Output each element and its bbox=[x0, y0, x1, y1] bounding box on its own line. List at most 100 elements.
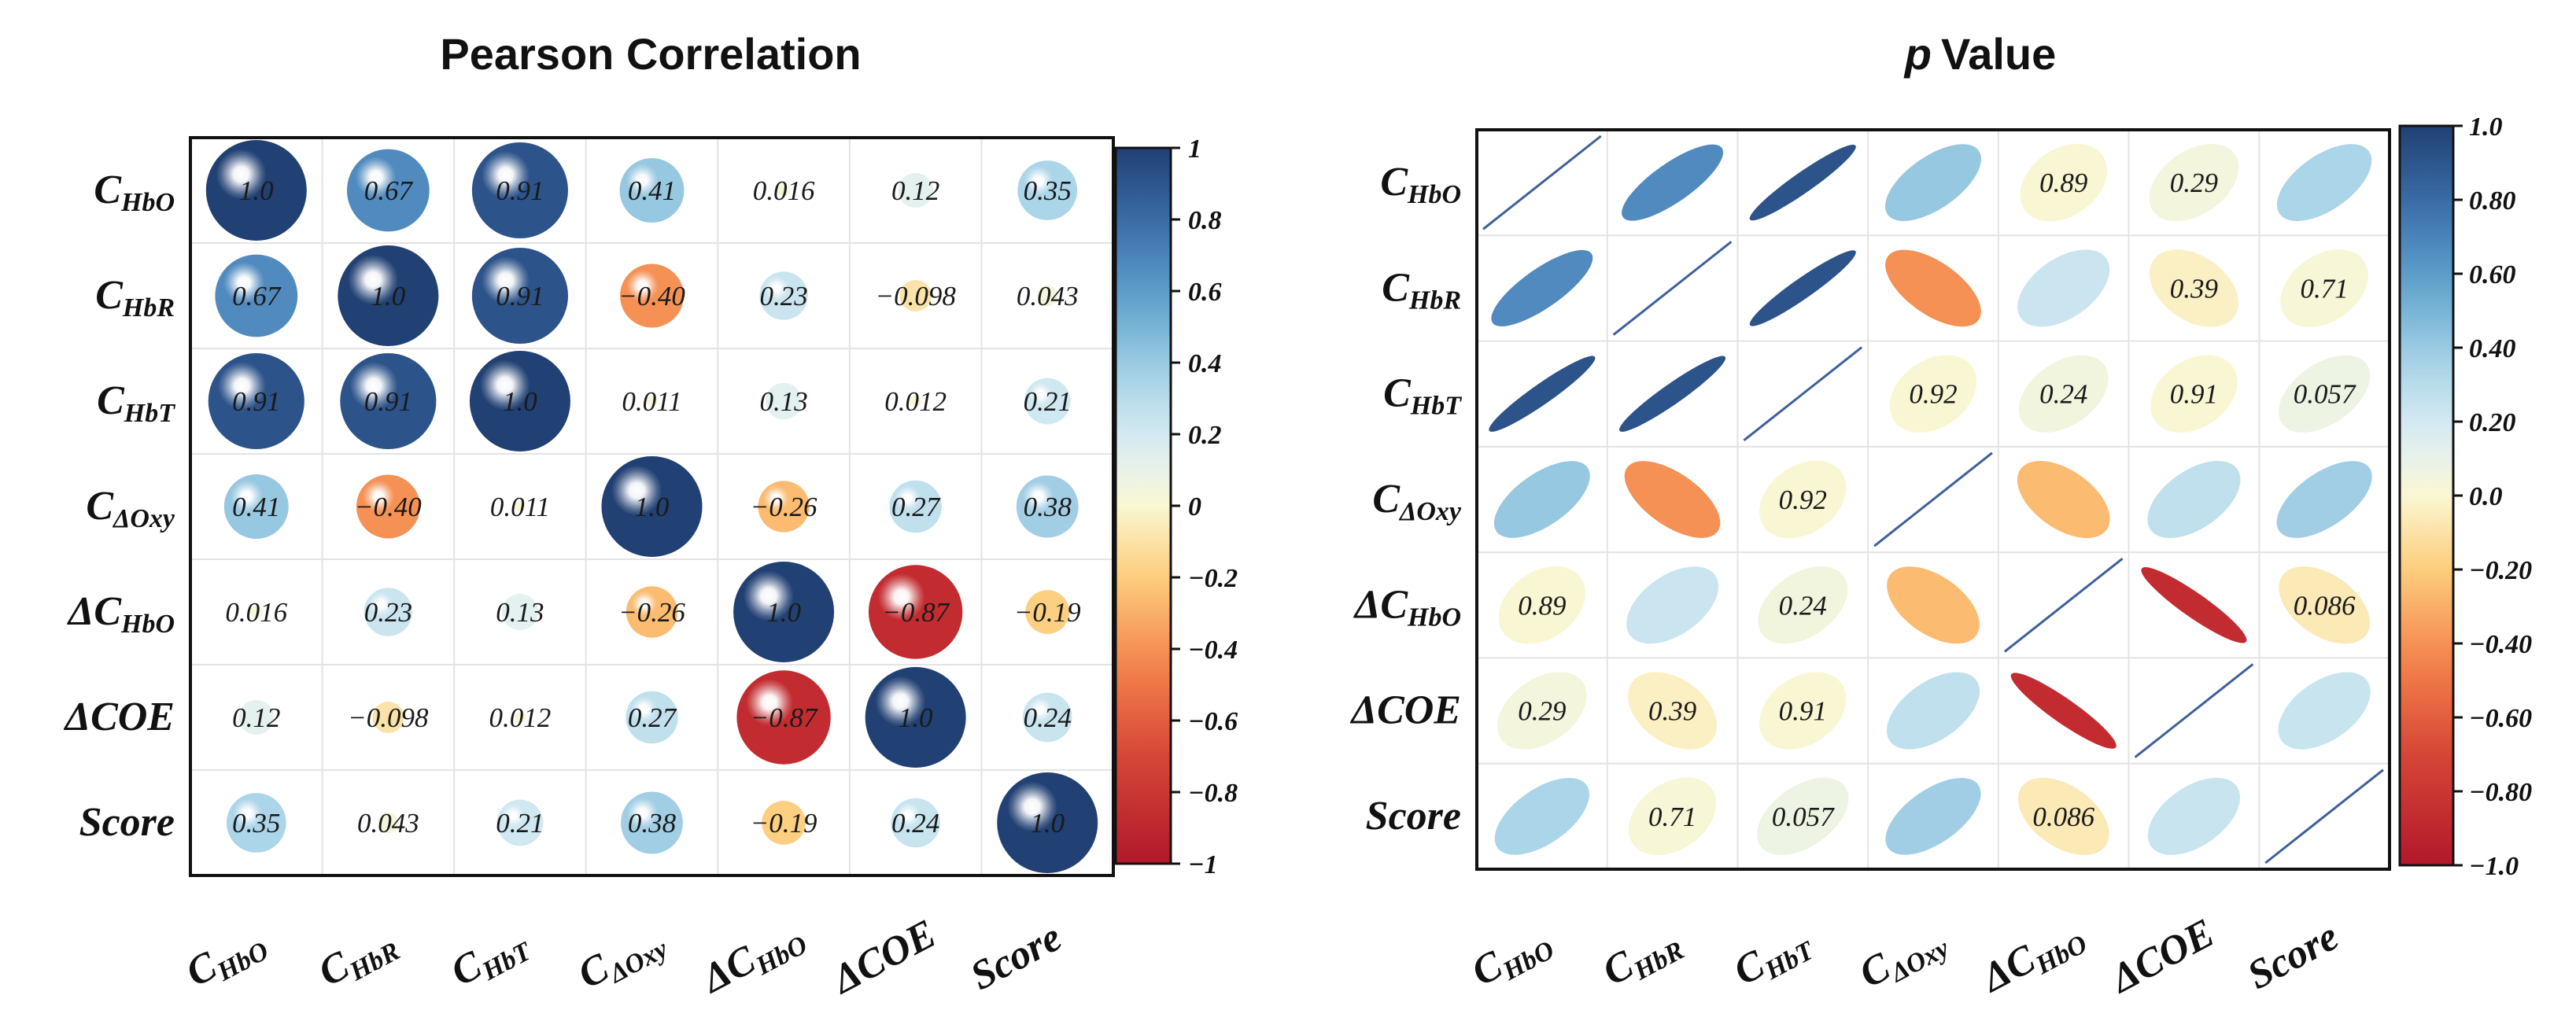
corr-value-label: 1.0 bbox=[766, 597, 801, 628]
pvalue-label: 0.92 bbox=[1779, 485, 1827, 515]
corr-value-label: 0.38 bbox=[1024, 492, 1072, 522]
pvalue-ellipse bbox=[1749, 144, 1856, 221]
corr-cell-2-1: 0.91 bbox=[340, 352, 437, 450]
pvalue-label: 0.29 bbox=[1518, 696, 1566, 727]
corr-value-label: −0.40 bbox=[355, 492, 422, 522]
corr-circle bbox=[762, 801, 806, 845]
corr-value-label: 0.91 bbox=[364, 386, 412, 417]
corr-value-label: 0.12 bbox=[232, 702, 280, 733]
colorbar-tick-label: 0.2 bbox=[1188, 421, 1222, 450]
corr-value-label: 0.13 bbox=[759, 386, 807, 417]
corr-value-label: 1.0 bbox=[635, 492, 670, 522]
corr-cell-2-0: 0.91 bbox=[208, 352, 304, 450]
pvalue-ellipse bbox=[2149, 143, 2239, 222]
corr-cell-5-4: −0.87 bbox=[736, 670, 831, 765]
pvalue-ellipse bbox=[2149, 249, 2238, 327]
corr-value-label: 0.24 bbox=[1024, 702, 1072, 733]
pvalue-cell-5-6 bbox=[2278, 672, 2371, 750]
corr-value-label: 0.21 bbox=[1024, 386, 1072, 417]
pvalue-cell-3-6 bbox=[2276, 461, 2372, 538]
col-label-delta-coe: ΔCOE bbox=[2102, 911, 2222, 1003]
corr-cell-1-5: −0.098 bbox=[875, 279, 956, 312]
colorbar-tick-label: 0.60 bbox=[2469, 260, 2516, 289]
pvalue-title-text: Value bbox=[1941, 29, 2056, 79]
colorbar-gradient bbox=[1114, 146, 1172, 865]
pvalue-ellipse bbox=[1757, 777, 1849, 855]
colorbar-tick-label: 0.80 bbox=[2469, 186, 2516, 216]
colorbar-tick-label: −1.0 bbox=[2469, 852, 2519, 881]
p-value-panel: 0.89 0.29 0.39 0.71 0.92 0.24 0.91 0.057 0.92 0.8… bbox=[1349, 112, 2532, 1003]
circle-highlight bbox=[355, 157, 397, 198]
pvalue-ellipse bbox=[2279, 566, 2371, 644]
pvalue-label: 0.057 bbox=[2294, 379, 2356, 410]
corr-cell-4-1: 0.23 bbox=[364, 588, 413, 636]
corr-cell-0-0: 1.0 bbox=[205, 140, 307, 241]
pvalue-cell-6-5 bbox=[2147, 777, 2241, 855]
pvalue-ellipse bbox=[2276, 144, 2372, 222]
circle-highlight bbox=[348, 254, 399, 305]
pvalue-cell-3-2: 0.92 bbox=[1759, 460, 1847, 539]
corr-circle bbox=[249, 605, 263, 619]
row-label-score: Score bbox=[1366, 794, 1461, 839]
pvalue-colorbar: 1.0 0.80 0.60 0.40 0.20 0.0 −0.20 −0.40 −0.60 −0.… bbox=[2398, 112, 2532, 881]
corr-value-label: −0.26 bbox=[618, 597, 685, 628]
pvalue-label: 0.71 bbox=[2301, 273, 2349, 304]
diagonal-line bbox=[2003, 557, 2124, 653]
corr-cell-6-1: 0.043 bbox=[357, 808, 419, 839]
pvalue-title-prefix: p bbox=[1903, 29, 1932, 79]
corr-value-label: −0.26 bbox=[751, 492, 817, 522]
corr-value-label: 0.38 bbox=[628, 808, 677, 839]
row-label-c-delta-oxy: CΔOxy bbox=[86, 484, 175, 533]
corr-cell-1-0: 0.67 bbox=[215, 254, 298, 337]
colorbar-tick-label: −0.60 bbox=[2469, 704, 2532, 733]
corr-value-label: 0.35 bbox=[1024, 175, 1072, 206]
pvalue-ellipse bbox=[2017, 249, 2110, 327]
pvalue-label: 0.89 bbox=[1518, 590, 1566, 621]
pvalue-label: 0.086 bbox=[2294, 590, 2356, 621]
col-label-c-delta-oxy: CΔOxy bbox=[571, 916, 674, 1001]
corr-cell-6-5: 0.24 bbox=[891, 798, 940, 848]
circle-highlight bbox=[626, 269, 659, 302]
corr-value-label: 1.0 bbox=[1030, 808, 1065, 839]
corr-cell-3-6: 0.38 bbox=[1016, 475, 1079, 538]
circle-highlight bbox=[762, 485, 789, 511]
circle-highlight bbox=[482, 256, 530, 304]
pvalue-ellipse bbox=[1889, 355, 1977, 433]
pvalue-cell-0-1 bbox=[1622, 144, 1724, 221]
pvalue-label: 0.91 bbox=[2170, 379, 2218, 410]
circle-highlight bbox=[895, 802, 921, 827]
corr-value-label: 1.0 bbox=[239, 175, 274, 206]
pvalue-cell-2-6: 0.057 bbox=[2278, 355, 2371, 433]
pvalue-ellipse bbox=[1628, 777, 1717, 856]
circle-highlight bbox=[1028, 381, 1053, 406]
pvalue-ellipse bbox=[2141, 567, 2247, 643]
corr-value-label: −0.87 bbox=[751, 702, 818, 733]
corr-value-label: 0.27 bbox=[891, 492, 941, 522]
colorbar-tick-label: 0.8 bbox=[1188, 206, 1222, 235]
corr-cell-6-0: 0.35 bbox=[226, 793, 286, 853]
pvalue-cell-4-1 bbox=[1626, 566, 1719, 644]
corr-cell-5-0: 0.12 bbox=[232, 699, 280, 735]
pvalue-plot-border bbox=[1475, 128, 2391, 871]
corr-cell-1-4: 0.23 bbox=[759, 271, 808, 320]
row-label-delta-coe: ΔCOE bbox=[1349, 688, 1461, 733]
pvalue-cell-0-2 bbox=[1749, 144, 1856, 221]
pvalue-cell-0-0 bbox=[1482, 135, 1602, 230]
pvalue-cell-2-2 bbox=[1743, 346, 1863, 442]
row-label-c-hbo: CHbO bbox=[94, 168, 175, 217]
pvalue-ellipse bbox=[1749, 250, 1856, 326]
corr-cell-4-3: −0.26 bbox=[618, 586, 685, 638]
colorbar-gradient bbox=[2398, 124, 2455, 867]
pvalue-cell-1-5: 0.39 bbox=[2149, 249, 2238, 327]
pvalue-label: 0.24 bbox=[2039, 379, 2087, 410]
corr-cell-5-2: 0.012 bbox=[489, 702, 552, 733]
pvalue-cell-0-4: 0.89 bbox=[2020, 143, 2107, 222]
row-label-score: Score bbox=[79, 800, 175, 845]
corr-value-label: 0.13 bbox=[496, 597, 544, 628]
corr-value-label: 0.012 bbox=[489, 702, 552, 733]
corr-cell-1-1: 1.0 bbox=[338, 245, 439, 346]
col-label-delta-c-hbo: ΔCHbO bbox=[693, 912, 812, 1007]
pearson-plot-border bbox=[189, 136, 1115, 877]
corr-cell-5-1: −0.098 bbox=[348, 701, 429, 734]
corr-value-label: 0.35 bbox=[232, 808, 280, 839]
